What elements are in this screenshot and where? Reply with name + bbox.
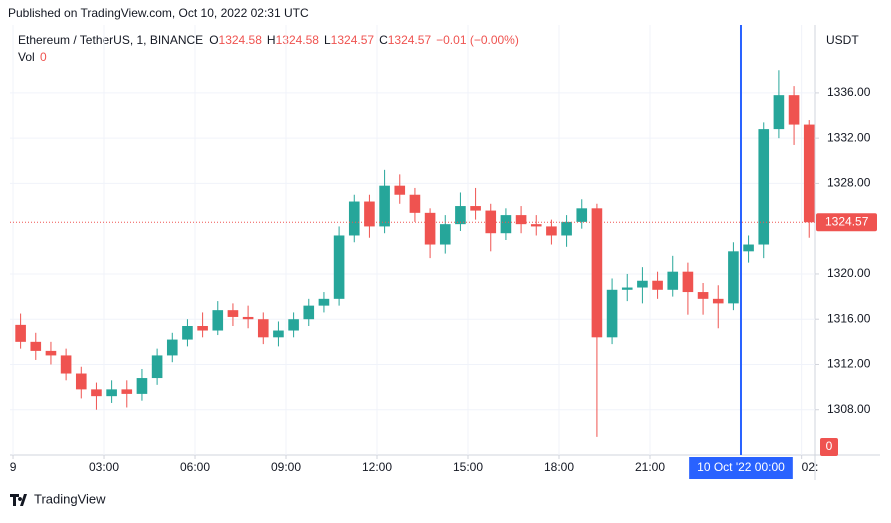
candle-body [728,251,739,304]
candle-body [424,212,436,245]
y-tick-label: 1320.00 [827,266,871,280]
candle-body [561,221,572,236]
volume-label-box [820,438,838,456]
candle-body [530,224,542,227]
volume-label: Vol [18,50,35,64]
logo-icon [10,494,27,506]
candle-body [288,319,299,331]
candle-body [439,224,451,245]
price-label: 1324.57 [825,214,869,228]
y-tick-label: 1332.00 [827,130,871,144]
candle-body [15,324,26,342]
x-tick-label: 15:00 [453,460,483,474]
candle-body [273,330,284,338]
legend-value: −0.01 (−0.00%) [436,33,519,47]
candle-body [136,378,148,394]
candle-body [758,129,770,245]
legend-key: C [379,33,388,47]
candle-body [257,319,269,338]
candle-body [151,355,163,379]
candle-body [621,287,633,290]
x-tick-label: 21:00 [635,460,665,474]
candle-body [743,244,754,252]
candle-body [455,206,466,225]
candle-body [637,280,648,288]
x-tick-label: 03:00 [89,460,119,474]
candle-body [227,310,239,317]
candle-body [470,206,481,211]
candle-body [197,326,208,331]
y-tick-label: 1336.00 [827,85,871,99]
candle-body [242,316,254,320]
symbol: Ethereum / TetherUS, 1, BINANCE [18,33,203,47]
candle-body [318,298,330,306]
candle-body [364,201,375,227]
volume-axis-label: 0 [826,439,833,453]
candle-body [606,289,618,338]
candle-body [409,194,421,213]
candle-body [788,95,800,125]
candle-body [106,389,117,397]
candle-body [394,185,406,195]
candle-body [348,201,360,236]
plot-area: 1308.00 1312.00 1316.00 1320.00 1328.00 1332.… [10,25,877,479]
candle-body [546,226,557,236]
published-note: Published on TradingView.com, Oct 10, 20… [8,6,309,20]
x-tick-label: 06:00 [180,460,210,474]
candle-body [803,124,815,223]
y-tick-label: 1312.00 [827,357,871,371]
brand-logo: TradingView [10,491,106,506]
legend-value: 1324.58 [276,33,320,47]
candle-body [500,215,512,234]
candle-body [652,280,663,290]
candle-body [182,326,193,340]
x-tick-label: 09:00 [271,460,301,474]
crosshair-label-box [689,457,793,479]
legend-value: 1324.57 [388,33,432,47]
brand: TradingView [34,491,106,506]
y-tick-label: 1316.00 [827,311,871,325]
legend-value: 1324.57 [331,33,375,47]
y-tick-label: 1328.00 [827,176,871,190]
legend-key: L [324,33,331,47]
candle-body [712,298,724,304]
candle-body [166,339,178,356]
x-tick-label: 9 [10,460,17,474]
candle-body [682,271,694,293]
candle-body [91,389,102,397]
x-tick-label: 12:00 [362,460,392,474]
candle-body [303,305,315,320]
crosshair-label: 10 Oct '22 00:00 [697,460,785,474]
candle-body [667,271,679,290]
x-tick-label: 18:00 [544,460,574,474]
currency: USDT [826,33,859,47]
candle-body [60,355,72,374]
legend-key: O [209,33,218,47]
volume-value: 0 [40,50,47,64]
candle-body [121,389,133,394]
candle-body [379,185,390,227]
legend-value: 1324.58 [219,33,263,47]
candle-body [45,350,57,356]
candle-body [515,215,527,225]
x-tick-label: 02: [802,460,819,474]
candle-body [773,95,785,130]
candle-body [591,208,603,338]
y-tick-label: 1308.00 [827,402,871,416]
candle-body [212,310,224,331]
candle-body [75,373,87,390]
legend-key: H [267,33,276,47]
candle-body [697,292,709,299]
candle-body [576,208,588,222]
price-label-box [816,213,877,232]
candle-body [30,341,42,351]
candle-body [333,235,345,299]
